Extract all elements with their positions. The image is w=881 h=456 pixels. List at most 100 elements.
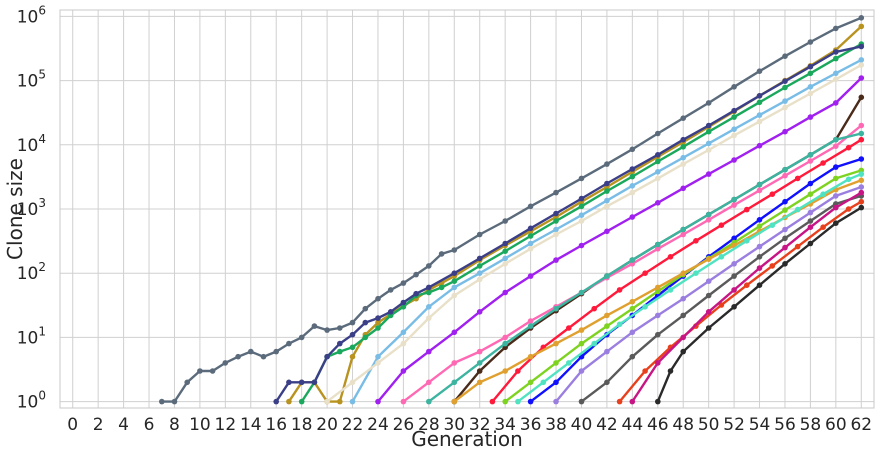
series-18	[655, 204, 865, 405]
data-point	[413, 290, 419, 297]
data-point	[756, 118, 763, 125]
data-point	[680, 295, 686, 302]
x-tick-label: 50	[698, 415, 720, 435]
data-point	[349, 344, 356, 351]
data-point	[375, 325, 381, 331]
data-point	[655, 331, 661, 338]
x-tick-label: 32	[469, 415, 491, 435]
data-point	[680, 334, 686, 341]
data-point	[807, 90, 814, 97]
data-point	[756, 265, 763, 271]
data-point	[807, 63, 814, 70]
data-point	[184, 379, 190, 386]
data-point	[858, 198, 865, 205]
data-point	[553, 231, 559, 238]
data-point	[705, 292, 712, 299]
series-line	[161, 16, 862, 403]
data-point	[858, 130, 865, 137]
x-tick-label: 38	[545, 415, 567, 435]
y-tick-label: 101	[17, 324, 46, 348]
series-15	[553, 184, 865, 405]
data-point	[235, 353, 241, 360]
data-point	[667, 253, 674, 260]
data-point	[286, 398, 292, 405]
data-point	[756, 282, 763, 289]
data-point	[833, 143, 839, 149]
data-point	[680, 270, 686, 277]
data-point	[527, 203, 534, 210]
series-line	[377, 77, 863, 403]
data-point	[858, 136, 865, 143]
data-point	[375, 398, 381, 405]
data-point	[476, 348, 483, 355]
data-point	[655, 284, 661, 291]
x-tick-label: 30	[443, 415, 465, 435]
data-point	[769, 191, 776, 197]
data-point	[629, 214, 636, 220]
x-tick-label: 40	[571, 415, 593, 435]
data-point	[476, 360, 483, 366]
plot-frame	[59, 9, 875, 409]
data-point	[502, 218, 509, 224]
data-point	[527, 246, 534, 252]
data-point	[222, 360, 229, 366]
data-point	[502, 340, 509, 347]
data-point	[782, 261, 788, 267]
data-point	[807, 70, 814, 77]
data-point	[782, 198, 788, 205]
data-point	[476, 309, 483, 315]
data-point	[553, 340, 559, 347]
data-point	[591, 305, 597, 312]
data-point	[553, 257, 559, 263]
data-point	[705, 211, 712, 218]
data-point	[833, 136, 839, 143]
data-point	[858, 14, 865, 21]
x-tick-label: 6	[144, 415, 155, 435]
data-point	[833, 25, 839, 32]
data-point	[451, 398, 458, 405]
data-point	[451, 360, 458, 366]
data-point	[426, 289, 432, 296]
data-point	[833, 175, 839, 182]
x-tick-label: 36	[520, 415, 542, 435]
data-point	[756, 187, 763, 194]
data-point	[616, 321, 623, 328]
x-axis-label: Generation	[411, 427, 523, 451]
data-point	[858, 122, 865, 129]
data-point	[680, 115, 686, 121]
series-line	[428, 132, 862, 403]
data-point	[324, 353, 330, 360]
data-point	[642, 270, 648, 277]
data-point	[451, 292, 458, 299]
data-point	[578, 212, 585, 218]
data-point	[311, 379, 318, 386]
data-point	[616, 398, 623, 405]
data-point	[629, 353, 636, 360]
x-tick-label: 22	[342, 415, 364, 435]
data-point	[502, 240, 509, 247]
data-point	[629, 173, 636, 180]
data-point	[655, 175, 661, 182]
data-point	[705, 147, 712, 153]
data-point	[375, 353, 381, 360]
data-point	[451, 247, 458, 253]
data-point	[731, 132, 737, 139]
x-tick-label: 2	[93, 415, 104, 435]
data-point	[451, 284, 458, 291]
data-point	[171, 398, 178, 405]
data-point	[438, 284, 445, 291]
series-6	[375, 75, 865, 405]
data-point	[642, 368, 648, 374]
data-point	[413, 271, 419, 278]
data-point	[629, 146, 636, 153]
data-point	[655, 169, 661, 175]
y-tick-label: 105	[17, 68, 46, 92]
x-tick-label: 20	[316, 415, 338, 435]
data-point	[705, 100, 712, 106]
data-point	[858, 23, 865, 30]
data-point	[655, 130, 661, 137]
data-point	[604, 273, 610, 279]
data-point	[591, 340, 597, 347]
data-point	[426, 315, 432, 321]
